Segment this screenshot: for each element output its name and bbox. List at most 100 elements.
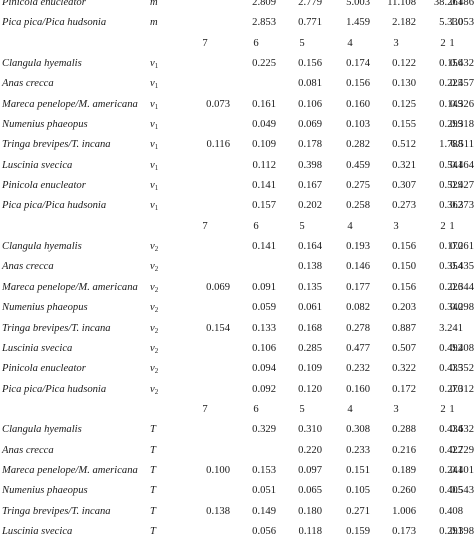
table-cell: 0.061 (298, 302, 322, 314)
table-cell: 0.486 (450, 0, 474, 8)
table-cell: 0.232 (346, 363, 370, 375)
table-cell: 0.321 (392, 159, 416, 171)
column-header: 7 (202, 37, 208, 49)
table-cell: 0.307 (392, 180, 416, 192)
table-row: Pica pica/Pica hudsonia ν2 0.092 0.120 0.160… (0, 380, 474, 400)
table-cell: 0.056 (252, 525, 276, 537)
table-row: Mareca penelope/M. americana ν2 0.069 0.091… (0, 278, 474, 298)
table-cell: 0.150 (392, 261, 416, 273)
table-cell: 0.155 (392, 119, 416, 131)
table-cell: 0.352 (450, 363, 474, 375)
table-cell: 0.151 (346, 464, 370, 476)
table-cell: 0.125 (392, 98, 416, 110)
table-cell: 0.065 (298, 485, 322, 497)
table-row: Luscinia svecica T 0.056 0.118 0.159 0.173 0.2… (0, 522, 474, 542)
table-cell: 0.270 (439, 383, 463, 395)
table-cell: 0.434 (439, 424, 463, 436)
r-value: 0.069 (206, 281, 230, 293)
table-cell: 0.167 (298, 180, 322, 192)
r-value: 0.100 (206, 464, 230, 476)
r-value: 0.154 (206, 322, 230, 334)
parameter-symbol: ν2 (150, 261, 159, 274)
table-cell: 0.278 (346, 322, 370, 334)
table-cell: 0.049 (252, 119, 276, 131)
table-cell: 0.477 (346, 342, 370, 354)
parameter-symbol: ν2 (150, 281, 159, 294)
species-name: Numenius phaeopus (2, 485, 88, 497)
table-row: Pinicola enucleator ν1 0.141 0.167 0.275 0.30… (0, 176, 474, 196)
column-header: 3 (393, 220, 399, 232)
parameter-symbol: ν1 (150, 200, 159, 213)
table-cell: 0.160 (346, 383, 370, 395)
column-header: 4 (347, 220, 353, 232)
table-cell: 0.312 (450, 383, 474, 395)
table-cell: 0.141 (252, 241, 276, 253)
column-header: 6 (253, 403, 259, 415)
table-cell: 0.133 (252, 322, 276, 334)
table-cell: 0.401 (450, 464, 474, 476)
table-cell: 0.118 (298, 525, 322, 537)
table-cell: 0.161 (252, 98, 276, 110)
column-header: 5 (299, 403, 305, 415)
parameter-symbol: ν1 (150, 119, 159, 132)
table-cell: 0.059 (252, 302, 276, 314)
table-cell: 2.182 (392, 17, 416, 29)
species-name: Tringa brevipes/T. incana (2, 322, 111, 334)
species-name: Numenius phaeopus (2, 302, 88, 314)
table-cell: 1.459 (346, 17, 370, 29)
table-cell: 0.081 (298, 78, 322, 90)
table-cell: 0.103 (346, 119, 370, 131)
column-header: 1 (449, 220, 455, 232)
table-cell: 0.308 (346, 424, 370, 436)
parameter-symbol: m (150, 17, 158, 29)
column-header: 5 (299, 37, 305, 49)
species-name: Tringa brevipes/T. incana (2, 505, 111, 517)
table-cell: 0.326 (450, 98, 474, 110)
table-cell: 0.233 (346, 444, 370, 456)
table-cell: 0.156 (346, 78, 370, 90)
column-header: 7 (202, 403, 208, 415)
table-cell: 0.435 (439, 363, 463, 375)
table-cell: 0.226 (439, 281, 463, 293)
table-cell: 0.492 (439, 342, 463, 354)
parameter-symbol: ν1 (150, 58, 159, 71)
table-row: Clangula hyemalis ν2 0.141 0.164 0.193 0.156 0… (0, 237, 474, 257)
parameter-symbol: ν1 (150, 78, 159, 91)
table-cell: 0.398 (298, 159, 322, 171)
table-cell: 0.271 (346, 505, 370, 517)
parameter-symbol: m (150, 0, 158, 8)
table-cell: 0.241 (439, 464, 463, 476)
table-cell: 0.225 (439, 78, 463, 90)
column-header: 7 (202, 220, 208, 232)
table-cell: 0.398 (450, 525, 474, 537)
species-name: Clangula hyemalis (2, 58, 82, 70)
parameter-symbol: ν2 (150, 383, 159, 396)
table-cell: 0.225 (252, 58, 276, 70)
table-cell: 0.298 (450, 302, 474, 314)
table-cell: 0.354 (439, 261, 463, 273)
table-cell: 2.853 (252, 17, 276, 29)
table-row: Luscinia svecica ν1 0.112 0.398 0.459 0.321 0.… (0, 156, 474, 176)
column-header: 1 (449, 403, 455, 415)
table-cell: 0.153 (252, 464, 276, 476)
table-cell: 0.529 (439, 180, 463, 192)
table-cell: 0.340 (439, 302, 463, 314)
table-cell: 0.632 (450, 424, 474, 436)
species-name: Pinicola enucleator (2, 0, 86, 8)
parameter-symbol: ν1 (150, 159, 159, 172)
column-header: 5 (299, 220, 305, 232)
species-name: Numenius phaeopus (2, 119, 88, 131)
table-cell: 0.457 (450, 78, 474, 90)
table-cell: 0.285 (298, 342, 322, 354)
table-cell: 0.275 (346, 180, 370, 192)
table-cell: 0.135 (298, 281, 322, 293)
table-row: Mareca penelope/M. americana ν1 0.073 0.161… (0, 95, 474, 115)
parameter-symbol: ν2 (150, 302, 159, 315)
column-header: 4 (347, 403, 353, 415)
table-cell: 0.051 (252, 485, 276, 497)
parameter-symbol: ν2 (150, 322, 159, 335)
column-header: 6 (253, 37, 259, 49)
table-cell: 0.322 (392, 363, 416, 375)
table-cell: 0.157 (252, 200, 276, 212)
table-cell: 0.105 (346, 485, 370, 497)
